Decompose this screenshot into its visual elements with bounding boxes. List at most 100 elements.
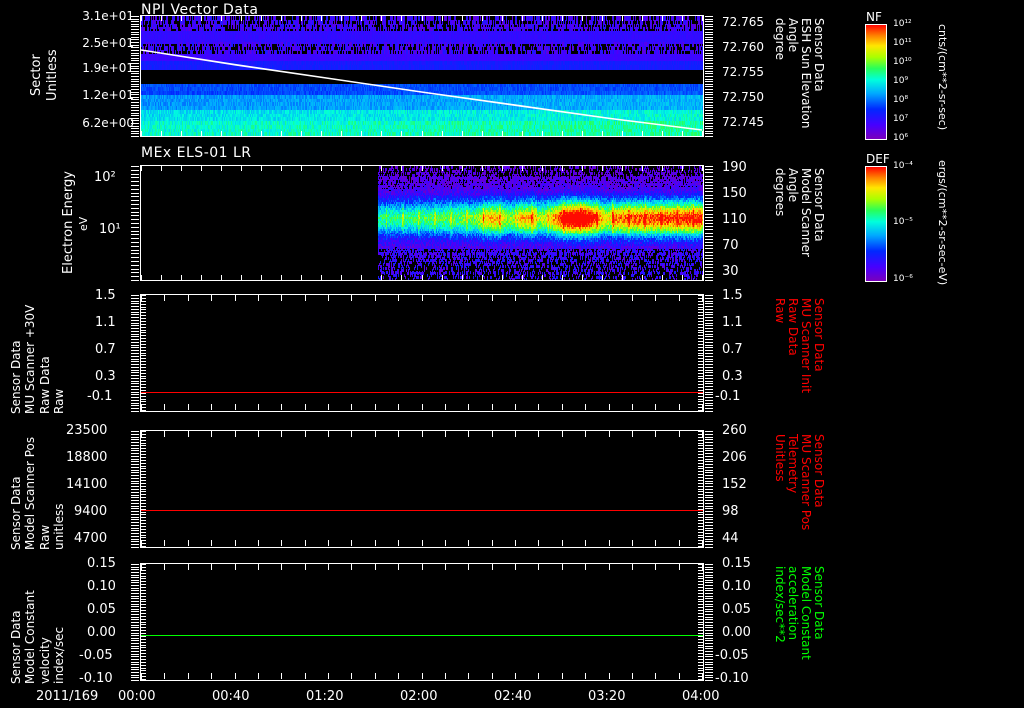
axis-minor-tick — [131, 464, 139, 465]
axis-minor-tick — [131, 547, 139, 548]
panel1-right-ytick-1: 72.760 — [722, 40, 764, 54]
axis-minor-tick — [131, 298, 139, 299]
panel5-right-axis-label-line1: Sensor Data — [812, 566, 826, 640]
panel4-ytick-4: 4700 — [74, 531, 108, 546]
panel1-right-ytick-2: 72.755 — [722, 65, 764, 79]
axis-minor-tick — [705, 86, 713, 87]
panel5-plot-area[interactable] — [140, 563, 704, 681]
axis-minor-tick — [131, 506, 139, 507]
panel1-right-axis-label-line2: ESH Sun Elevation — [799, 18, 813, 129]
colorbar-def — [865, 166, 887, 282]
colorbar-nf-tick-2: 10¹⁰ — [893, 57, 912, 67]
axis-minor-tick — [131, 68, 139, 69]
colorbar-nf-tick-4: 10⁸ — [893, 95, 909, 105]
axis-minor-tick — [705, 381, 713, 382]
panel1-plot-area[interactable] — [140, 15, 704, 137]
axis-minor-tick — [705, 541, 713, 542]
axis-minor-tick — [705, 643, 713, 644]
axis-minor-tick — [705, 564, 713, 565]
axis-minor-tick — [131, 635, 139, 636]
panel5-right-ytick-4: -0.05 — [715, 648, 749, 663]
axis-minor-tick — [131, 664, 139, 665]
axis-minor-tick — [131, 356, 139, 357]
panel5-ytick-1: 0.10 — [87, 579, 116, 594]
axis-minor-tick — [705, 26, 713, 27]
axis-minor-tick — [705, 280, 713, 281]
axis-minor-tick — [131, 185, 139, 186]
axis-minor-tick — [131, 590, 139, 591]
axis-minor-tick — [705, 437, 713, 438]
axis-minor-tick — [705, 408, 713, 409]
axis-minor-tick — [705, 461, 713, 462]
axis-minor-tick — [131, 325, 139, 326]
axis-minor-tick — [131, 301, 139, 302]
panel3-plot-area[interactable] — [140, 294, 704, 412]
axis-minor-tick — [705, 596, 713, 597]
axis-minor-tick — [131, 126, 139, 127]
axis-minor-tick — [131, 89, 139, 90]
axis-minor-tick — [705, 220, 713, 221]
axis-minor-tick — [705, 590, 713, 591]
axis-minor-tick — [705, 29, 713, 30]
panel2-ytick-0: 10² — [94, 170, 116, 185]
axis-minor-tick — [131, 105, 139, 106]
axis-minor-tick — [705, 185, 713, 186]
axis-minor-tick — [705, 397, 713, 398]
axis-minor-tick — [705, 677, 713, 678]
axis-minor-tick — [705, 625, 713, 626]
axis-minor-tick — [705, 651, 713, 652]
axis-minor-tick — [705, 506, 713, 507]
axis-minor-tick — [131, 519, 139, 520]
axis-minor-tick — [131, 544, 139, 545]
axis-minor-tick — [131, 339, 139, 340]
axis-minor-tick — [131, 331, 139, 332]
axis-minor-tick — [705, 261, 713, 262]
axis-minor-tick — [131, 350, 139, 351]
xaxis-tick-4: 02:40 — [494, 689, 532, 704]
axis-minor-tick — [131, 405, 139, 406]
axis-minor-tick — [705, 522, 713, 523]
axis-minor-tick — [131, 536, 139, 537]
axis-minor-tick — [131, 63, 139, 64]
axis-minor-tick — [705, 73, 713, 74]
axis-minor-tick — [705, 207, 713, 208]
panel5-ytick-4: -0.05 — [79, 648, 113, 663]
panel4-ytick-1: 18800 — [66, 450, 108, 465]
axis-minor-tick — [131, 79, 139, 80]
axis-minor-tick — [131, 215, 139, 216]
axis-minor-tick — [705, 58, 713, 59]
panel4-plot-area[interactable] — [140, 430, 704, 548]
axis-minor-tick — [131, 582, 139, 583]
axis-minor-tick — [131, 434, 139, 435]
axis-minor-tick — [131, 572, 139, 573]
axis-minor-tick — [705, 248, 713, 249]
panel5-left-axis-label-line1: Sensor Data — [9, 610, 23, 684]
axis-minor-tick — [131, 646, 139, 647]
panel-title-npi: NPI Vector Data — [141, 2, 259, 18]
axis-minor-tick — [705, 169, 713, 170]
axis-minor-tick — [705, 459, 713, 460]
axis-minor-tick — [131, 525, 139, 526]
panel2-plot-area[interactable] — [140, 165, 704, 281]
panel3-right-ytick-3: 0.3 — [722, 369, 743, 384]
axis-minor-tick — [131, 227, 139, 228]
panel1-right-ytick-4: 72.745 — [722, 115, 764, 129]
axis-minor-tick — [705, 378, 713, 379]
axis-minor-tick — [131, 437, 139, 438]
axis-minor-tick — [131, 242, 139, 243]
axis-minor-tick — [705, 113, 713, 114]
colorbar-nf-tick-0: 10¹² — [893, 19, 912, 29]
axis-minor-tick — [705, 375, 713, 376]
axis-minor-tick — [705, 582, 713, 583]
axis-minor-tick — [131, 306, 139, 307]
axis-minor-tick — [705, 364, 713, 365]
panel4-ytick-2: 14100 — [66, 477, 108, 492]
axis-minor-tick — [705, 648, 713, 649]
axis-minor-tick — [131, 640, 139, 641]
axis-minor-tick — [705, 236, 713, 237]
axis-minor-tick — [705, 370, 713, 371]
panel3-ytick-2: 0.7 — [95, 342, 116, 357]
panel3-left-axis-label-line1: Sensor Data — [9, 340, 23, 414]
axis-minor-tick — [705, 572, 713, 573]
panel3-ytick-3: 0.3 — [95, 369, 116, 384]
